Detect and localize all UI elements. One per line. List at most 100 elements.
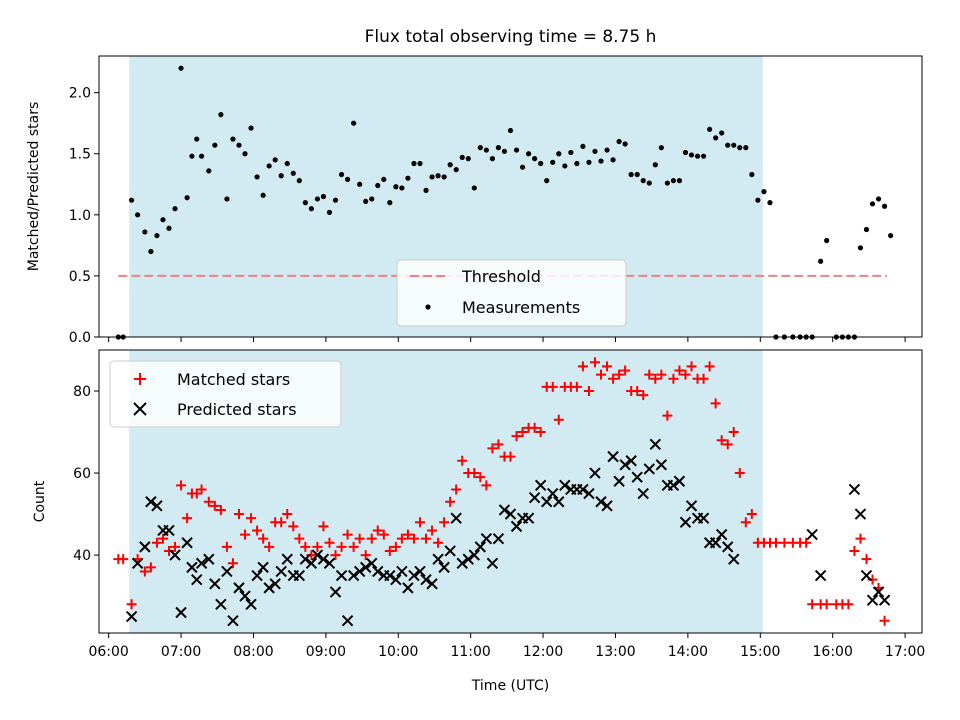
measurement-point <box>863 226 870 233</box>
predicted-point <box>305 557 318 569</box>
matched-point <box>221 541 232 552</box>
ratio-panel: 0.0 0.5 1.0 1.5 2.0 Flux total observing tim… <box>26 27 923 346</box>
matched-point <box>427 525 438 536</box>
x-tick-label: 09:00 <box>306 644 346 660</box>
ratio-y-axis-label: Matched/Predicted stars <box>26 102 42 272</box>
count-y-ticks: 40 60 80 <box>73 384 99 564</box>
matched-point <box>196 484 207 495</box>
measurement-point <box>544 178 550 184</box>
predicted-point <box>601 500 613 512</box>
y-tick-label: 2.0 <box>69 86 91 102</box>
matched-point <box>176 480 187 491</box>
measurement-point <box>314 196 321 202</box>
predicted-point <box>151 500 163 512</box>
matched-point <box>126 599 137 610</box>
measurement-point <box>586 159 592 165</box>
measurement-point <box>357 181 363 187</box>
measurement-point <box>495 145 502 151</box>
measurement-point <box>767 200 773 206</box>
x-tick-label: 06:00 <box>88 644 128 660</box>
measurement-point <box>423 187 429 193</box>
ratio-y-ticks: 0.0 0.5 1.0 1.5 2.0 <box>69 86 99 346</box>
predicted-point <box>444 545 456 557</box>
matched-point <box>770 537 781 548</box>
predicted-point <box>643 463 655 475</box>
matched-point <box>145 562 156 573</box>
measurement-point <box>248 125 254 131</box>
predicted-point <box>323 557 336 569</box>
measurement-point <box>369 196 375 202</box>
predicted-point <box>233 582 245 594</box>
matched-point <box>348 541 359 552</box>
measurement-point <box>148 248 154 255</box>
predicted-point <box>169 549 181 561</box>
predicted-point <box>637 487 649 500</box>
matched-point <box>511 431 522 442</box>
measurement-point <box>477 145 483 151</box>
measurement-point <box>652 162 658 168</box>
matched-point <box>746 509 757 520</box>
y-tick-label: 60 <box>73 466 91 482</box>
matched-point <box>414 517 425 528</box>
measurement-point <box>254 174 260 180</box>
x-tick-label: 16:00 <box>813 644 853 660</box>
predicted-point <box>553 496 565 508</box>
ratio-legend: Threshold Measurements <box>396 259 627 327</box>
predicted-point <box>456 557 468 569</box>
matched-point <box>157 533 168 544</box>
matched-point <box>300 541 311 552</box>
measurement-point <box>387 200 393 206</box>
measurement-point <box>501 148 508 154</box>
ratio-panel-frame <box>98 55 923 338</box>
measurement-point <box>519 164 526 170</box>
measurement-point <box>375 182 381 189</box>
legend-threshold-label: Threshold <box>461 267 541 286</box>
matched-point <box>632 386 643 397</box>
measurement-point <box>178 65 184 71</box>
matched-point <box>151 537 162 548</box>
matched-point <box>849 545 860 556</box>
matched-point <box>650 373 661 384</box>
matched-point <box>330 550 341 561</box>
predicted-point <box>715 528 728 541</box>
matched-point <box>451 484 462 495</box>
matched-point <box>209 500 220 511</box>
x-tick-label: 17:00 <box>885 644 925 660</box>
matched-point <box>517 427 528 438</box>
matched-point <box>215 504 226 515</box>
matched-point <box>704 361 715 372</box>
matched-point <box>656 369 667 380</box>
predicted-point <box>263 582 275 594</box>
measurement-point <box>338 171 345 178</box>
measurement-point <box>332 197 339 203</box>
legend-predicted-label: Predicted stars <box>177 400 297 419</box>
measurement-point <box>749 171 755 178</box>
matched-point <box>118 554 129 565</box>
predicted-point <box>175 606 187 619</box>
ratio-x-ticks <box>108 337 906 342</box>
y-tick-label: 1.0 <box>69 208 91 224</box>
predicted-point <box>462 553 474 565</box>
predicted-point <box>450 512 462 524</box>
predicted-point <box>631 471 643 483</box>
measurement-point <box>869 201 876 207</box>
measurement-point <box>881 203 888 209</box>
measurement-point <box>592 148 598 154</box>
matched-point <box>233 509 244 520</box>
measurement-point <box>224 196 230 202</box>
matched-point <box>288 521 299 532</box>
matched-point <box>408 533 419 544</box>
matched-point <box>801 537 812 548</box>
measurement-point <box>574 160 580 167</box>
y-tick-label: 0.5 <box>69 269 91 285</box>
measurement-point <box>320 193 327 200</box>
measurement-point <box>166 225 172 231</box>
measurement-point <box>465 156 471 162</box>
matched-point <box>475 472 486 483</box>
measurement-point <box>682 149 689 156</box>
predicted-point <box>697 512 710 524</box>
predicted-point <box>299 553 312 565</box>
measurement-point <box>616 138 622 145</box>
predicted-point <box>209 578 221 590</box>
x-tick-label: 11:00 <box>450 644 490 660</box>
